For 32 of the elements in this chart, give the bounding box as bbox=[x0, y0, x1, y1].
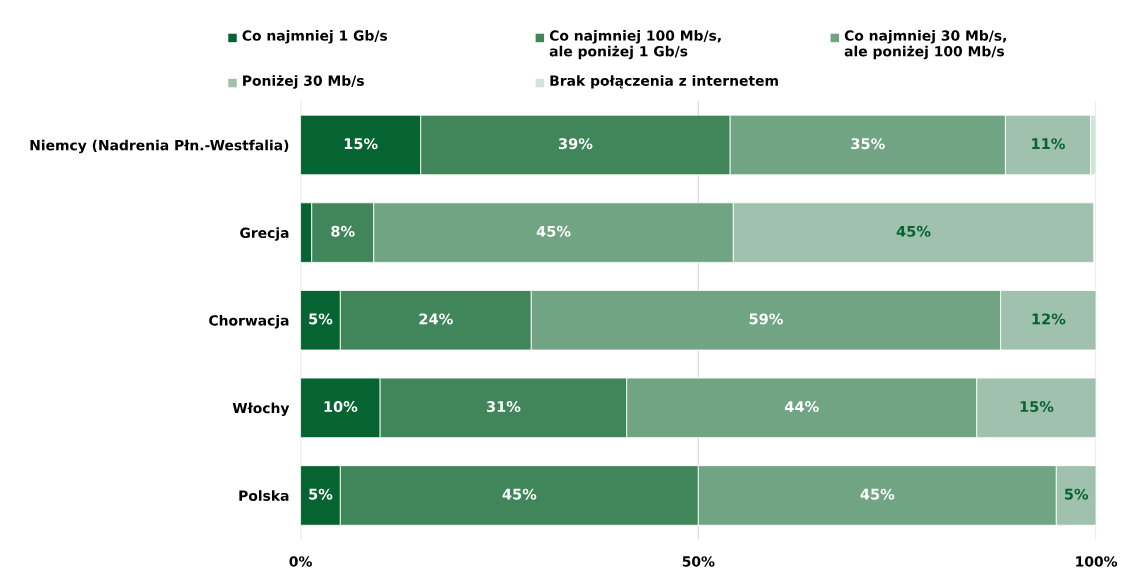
data-label: 45% bbox=[536, 225, 571, 237]
data-label: 45% bbox=[502, 488, 537, 500]
data-label: 10% bbox=[324, 401, 358, 413]
data-label: 39% bbox=[558, 138, 593, 150]
data-label: 5% bbox=[309, 313, 333, 325]
data-label: 5% bbox=[309, 488, 333, 500]
data-label: 35% bbox=[851, 138, 885, 150]
data-label: 24% bbox=[419, 313, 453, 325]
data-label: 45% bbox=[860, 488, 895, 500]
data-label: 12% bbox=[1032, 313, 1066, 325]
x-tick-label: 0% bbox=[289, 556, 312, 567]
data-label: 11% bbox=[1032, 138, 1065, 150]
x-tick-label: 100% bbox=[1076, 556, 1118, 567]
legend-label: Co najmniej 100 Mb/s, ale poniżej 1 Gb/s bbox=[549, 30, 721, 60]
y-tick-label: Grecja bbox=[240, 227, 289, 241]
data-label: 8% bbox=[331, 225, 355, 237]
y-tick-label: Niemcy (Nadrenia Płn.-Westfalia) bbox=[30, 139, 289, 154]
data-label: 5% bbox=[1064, 488, 1089, 500]
data-label: 15% bbox=[344, 138, 378, 150]
legend-label: Brak połączenia z internetem bbox=[550, 75, 778, 89]
data-label: 31% bbox=[486, 401, 521, 413]
x-tick-label: 50% bbox=[682, 556, 715, 567]
y-tick-label: Włochy bbox=[232, 402, 290, 417]
data-label: 44% bbox=[784, 401, 819, 413]
legend-label: Co najmniej 1 Gb/s bbox=[242, 30, 388, 44]
data-label: 15% bbox=[1020, 401, 1054, 413]
y-tick-label: Chorwacja bbox=[209, 314, 289, 329]
data-label: 59% bbox=[749, 313, 783, 325]
y-tick-label: Polska bbox=[239, 490, 289, 501]
legend-label: Poniżej 30 Mb/s bbox=[243, 75, 364, 89]
legend-label: Co najmniej 30 Mb/s, ale poniżej 100 Mb/s bbox=[844, 30, 1006, 60]
data-label: 45% bbox=[896, 225, 931, 237]
